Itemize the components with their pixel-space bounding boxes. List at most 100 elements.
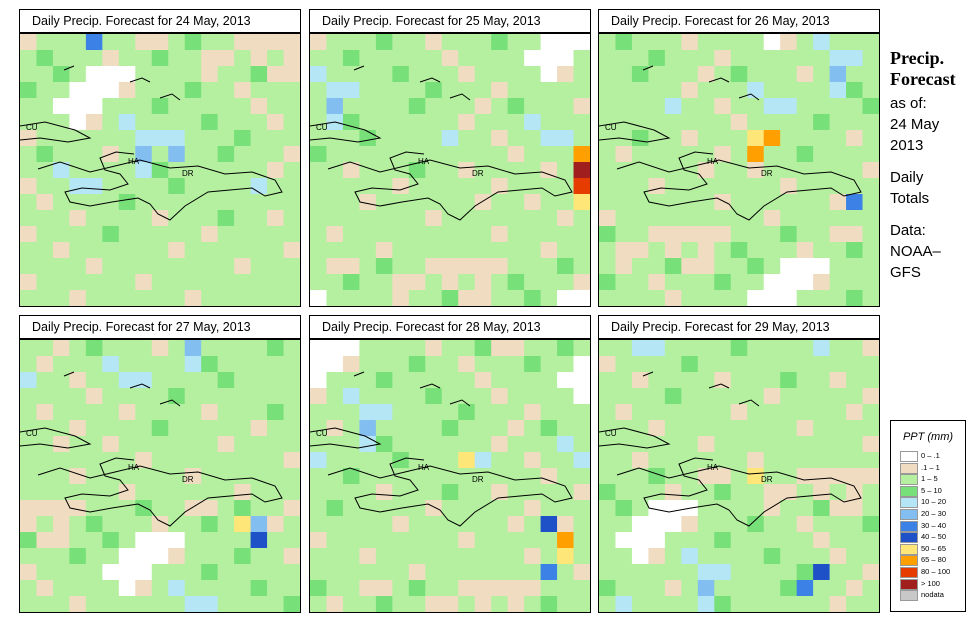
grid-cell xyxy=(85,452,103,469)
grid-cell xyxy=(250,500,268,517)
grid-cell xyxy=(102,516,120,533)
grid-cell xyxy=(326,146,344,163)
grid-cell xyxy=(631,210,649,227)
grid-cell xyxy=(829,194,847,211)
grid-cell xyxy=(326,226,344,243)
grid-cell xyxy=(234,98,252,115)
grid-cell xyxy=(573,194,590,211)
grid-cell xyxy=(184,404,202,421)
grid-cell xyxy=(375,130,393,147)
grid-cell xyxy=(425,420,443,437)
grid-cell xyxy=(184,82,202,99)
legend-item: 30 – 40 xyxy=(900,520,946,532)
grid-cell xyxy=(862,258,879,275)
grid-cell xyxy=(408,580,426,597)
data-source-2: GFS xyxy=(890,264,921,281)
grid-cell xyxy=(491,178,509,195)
grid-cell xyxy=(375,290,393,306)
grid-cell xyxy=(829,340,847,357)
grid-cell xyxy=(780,436,798,453)
grid-cell xyxy=(599,468,616,485)
grid-cell xyxy=(524,548,542,565)
legend-label: 40 – 50 xyxy=(921,532,947,542)
grid-cell xyxy=(234,404,252,421)
grid-cell xyxy=(615,532,633,549)
legend-swatch xyxy=(900,567,918,578)
grid-cell xyxy=(392,596,410,612)
grid-cell xyxy=(135,516,153,533)
grid-cell xyxy=(359,516,377,533)
grid-cell xyxy=(234,274,252,291)
grid-cell xyxy=(714,178,732,195)
grid-cell xyxy=(52,226,70,243)
grid-cell xyxy=(283,50,300,67)
grid-cell xyxy=(730,420,748,437)
grid-cell xyxy=(359,484,377,501)
grid-cell xyxy=(796,194,814,211)
grid-cell xyxy=(846,114,864,131)
grid-cell xyxy=(283,210,300,227)
grid-cell xyxy=(747,356,765,373)
grid-cell xyxy=(681,548,699,565)
legend-item: 10 – 20 xyxy=(900,497,946,509)
grid-cell xyxy=(862,66,879,83)
grid-cell xyxy=(615,290,633,306)
grid-cell xyxy=(599,404,616,421)
grid-cell xyxy=(342,596,360,612)
grid-cell xyxy=(135,452,153,469)
grid-cell xyxy=(151,340,169,357)
grid-cell xyxy=(458,468,476,485)
grid-cell xyxy=(52,516,70,533)
grid-cell xyxy=(780,146,798,163)
grid-cell xyxy=(747,274,765,291)
grid-cell xyxy=(631,388,649,405)
grid-cell xyxy=(697,130,715,147)
grid-cell xyxy=(491,564,509,581)
grid-cell xyxy=(118,290,136,306)
grid-cell xyxy=(217,130,235,147)
grid-cell xyxy=(441,66,459,83)
grid-cell xyxy=(813,516,831,533)
grid-cell xyxy=(507,274,525,291)
grid-cell xyxy=(458,162,476,179)
grid-cell xyxy=(796,404,814,421)
grid-cell xyxy=(102,548,120,565)
grid-cell xyxy=(267,388,285,405)
grid-cell xyxy=(234,162,252,179)
grid-cell xyxy=(408,146,426,163)
grid-cell xyxy=(557,580,575,597)
grid-cell xyxy=(599,66,616,83)
grid-cell xyxy=(425,114,443,131)
grid-cell xyxy=(250,484,268,501)
grid-cell xyxy=(168,146,186,163)
grid-cell xyxy=(524,162,542,179)
grid-cell xyxy=(425,194,443,211)
grid-cell xyxy=(540,162,558,179)
grid-cell xyxy=(714,468,732,485)
grid-cell xyxy=(326,340,344,357)
grid-cell xyxy=(283,130,300,147)
legend-label: 65 – 80 xyxy=(921,555,947,565)
grid-cell xyxy=(392,388,410,405)
grid-cell xyxy=(458,130,476,147)
grid-cell xyxy=(763,210,781,227)
grid-cell xyxy=(441,580,459,597)
grid-cell xyxy=(375,404,393,421)
grid-cell xyxy=(615,388,633,405)
grid-cell xyxy=(151,258,169,275)
legend-label: .1 – 1 xyxy=(921,462,940,472)
grid-cell xyxy=(780,596,798,612)
grid-cell xyxy=(184,452,202,469)
grid-cell xyxy=(474,404,492,421)
grid-cell xyxy=(458,146,476,163)
grid-cell xyxy=(540,340,558,357)
grid-cell xyxy=(507,500,525,517)
grid-cell xyxy=(102,564,120,581)
grid-cell xyxy=(491,516,509,533)
grid-cell xyxy=(813,162,831,179)
grid-cell xyxy=(52,290,70,306)
grid-cell xyxy=(441,548,459,565)
grid-cell xyxy=(118,274,136,291)
grid-cell xyxy=(20,34,37,51)
grid-cell xyxy=(168,500,186,517)
